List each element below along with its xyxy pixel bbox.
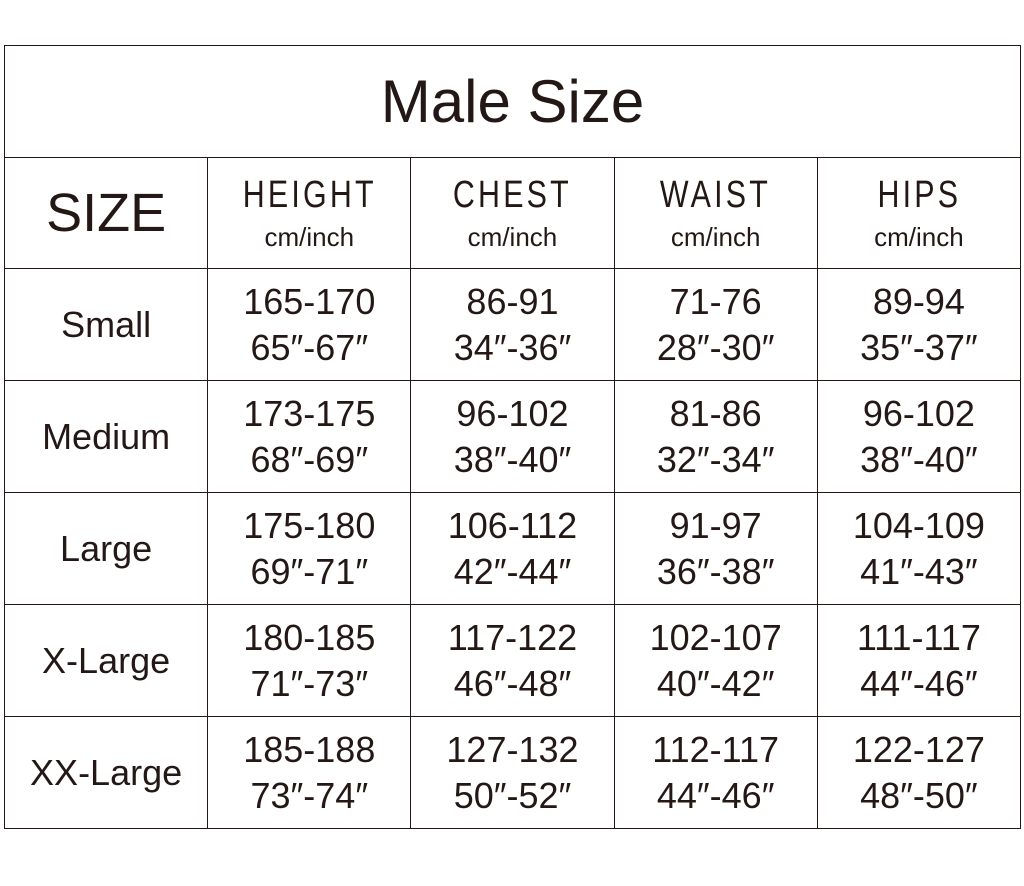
measurement-cell: 91-97 36″-38″ [613,492,818,605]
cm-value: 165-170 [243,280,376,322]
header-label: CHEST [452,173,572,216]
inch-value: 65″-67″ [250,326,369,368]
measurement-cell: 165-170 65″-67″ [207,268,412,381]
cm-value: 96-102 [862,392,975,434]
cm-value: 102-107 [649,616,782,658]
inch-value: 40″-42″ [656,662,775,704]
inch-value: 41″-43″ [860,550,978,592]
measurement-cell: 117-122 46″-48″ [410,604,615,717]
size-label: XX-Large [3,716,209,829]
chest-header: CHEST cm/inch [410,157,615,269]
measurement-cell: 89-94 35″-37″ [816,268,1022,381]
measurement-cell: 112-117 44″-46″ [613,716,818,829]
cm-value: 91-97 [669,504,762,546]
inch-value: 38″-40″ [453,438,572,480]
size-label: Medium [3,380,209,493]
inch-value: 48″-50″ [860,774,978,816]
inch-value: 46″-48″ [453,662,572,704]
header-label: WAIST [660,173,772,216]
measurement-cell: 86-91 34″-36″ [410,268,615,381]
cm-value: 122-127 [852,728,985,770]
header-unit: cm/inch [670,221,761,252]
size-header: SIZE [3,157,209,269]
header-row: SIZE HEIGHT cm/inch CHEST cm/inch WAIST cm/… [3,157,1022,269]
header-unit: cm/inch [264,221,355,252]
measurement-cell: 106-112 42″-44″ [410,492,615,605]
size-row: Small 165-170 65″-67″ 86-91 34″-36″ 71-76 28″-… [3,268,1022,381]
header-label: HEIGHT [242,173,377,216]
measurement-cell: 81-86 32″-34″ [613,380,818,493]
measurement-cell: 185-188 73″-74″ [207,716,412,829]
height-header: HEIGHT cm/inch [207,157,412,269]
measurement-cell: 102-107 40″-42″ [613,604,818,717]
size-row: Medium 173-175 68″-69″ 96-102 38″-40″ 81-86 32… [3,380,1022,493]
cm-value: 112-117 [652,728,780,770]
measurement-cell: 104-109 41″-43″ [816,492,1022,605]
measurement-cell: 127-132 50″-52″ [410,716,615,829]
cm-value: 127-132 [446,728,579,770]
size-label: X-Large [3,604,209,717]
cm-value: 185-188 [243,728,376,770]
cm-value: 81-86 [669,392,762,434]
inch-value: 50″-52″ [453,774,572,816]
cm-value: 106-112 [447,504,578,546]
header-unit: cm/inch [874,221,964,252]
inch-value: 32″-34″ [656,438,775,480]
inch-value: 35″-37″ [860,326,978,368]
size-row: XX-Large 185-188 73″-74″ 127-132 50″-52″ 112-… [3,716,1022,829]
measurement-cell: 111-117 44″-46″ [816,604,1022,717]
size-label: Small [3,268,209,381]
measurement-cell: 173-175 68″-69″ [207,380,412,493]
cm-value: 111-117 [856,616,981,658]
size-row: Large 175-180 69″-71″ 106-112 42″-44″ 91-97 36… [3,492,1022,605]
cm-value: 89-94 [872,280,965,322]
inch-value: 73″-74″ [250,774,369,816]
hips-header: HIPS cm/inch [816,157,1022,269]
cm-value: 117-122 [447,616,578,658]
cm-value: 86-91 [466,280,559,322]
cm-value: 180-185 [243,616,376,658]
cm-value: 96-102 [456,392,569,434]
waist-header: WAIST cm/inch [613,157,818,269]
inch-value: 44″-46″ [860,662,978,704]
cm-value: 71-76 [669,280,762,322]
cm-value: 173-175 [243,392,376,434]
chart-title: Male Size [4,45,1021,158]
inch-value: 38″-40″ [860,438,978,480]
measurement-cell: 180-185 71″-73″ [207,604,412,717]
inch-value: 69″-71″ [250,550,369,592]
size-label: Large [3,492,209,605]
measurement-cell: 96-102 38″-40″ [816,380,1022,493]
measurement-cell: 96-102 38″-40″ [410,380,615,493]
header-label: HIPS [876,173,961,216]
size-row: X-Large 180-185 71″-73″ 117-122 46″-48″ 102-1… [3,604,1022,717]
size-chart-table: Male Size SIZE HEIGHT cm/inch CHEST cm/inc… [3,45,1022,829]
cm-value: 175-180 [243,504,376,546]
measurement-cell: 175-180 69″-71″ [207,492,412,605]
cm-value: 104-109 [852,504,985,546]
inch-value: 71″-73″ [250,662,369,704]
inch-value: 42″-44″ [453,550,572,592]
inch-value: 44″-46″ [656,774,775,816]
measurement-cell: 122-127 48″-50″ [816,716,1022,829]
inch-value: 28″-30″ [656,326,775,368]
measurement-cell: 71-76 28″-30″ [613,268,818,381]
inch-value: 36″-38″ [656,550,775,592]
inch-value: 34″-36″ [453,326,572,368]
header-unit: cm/inch [467,221,558,252]
inch-value: 68″-69″ [250,438,369,480]
